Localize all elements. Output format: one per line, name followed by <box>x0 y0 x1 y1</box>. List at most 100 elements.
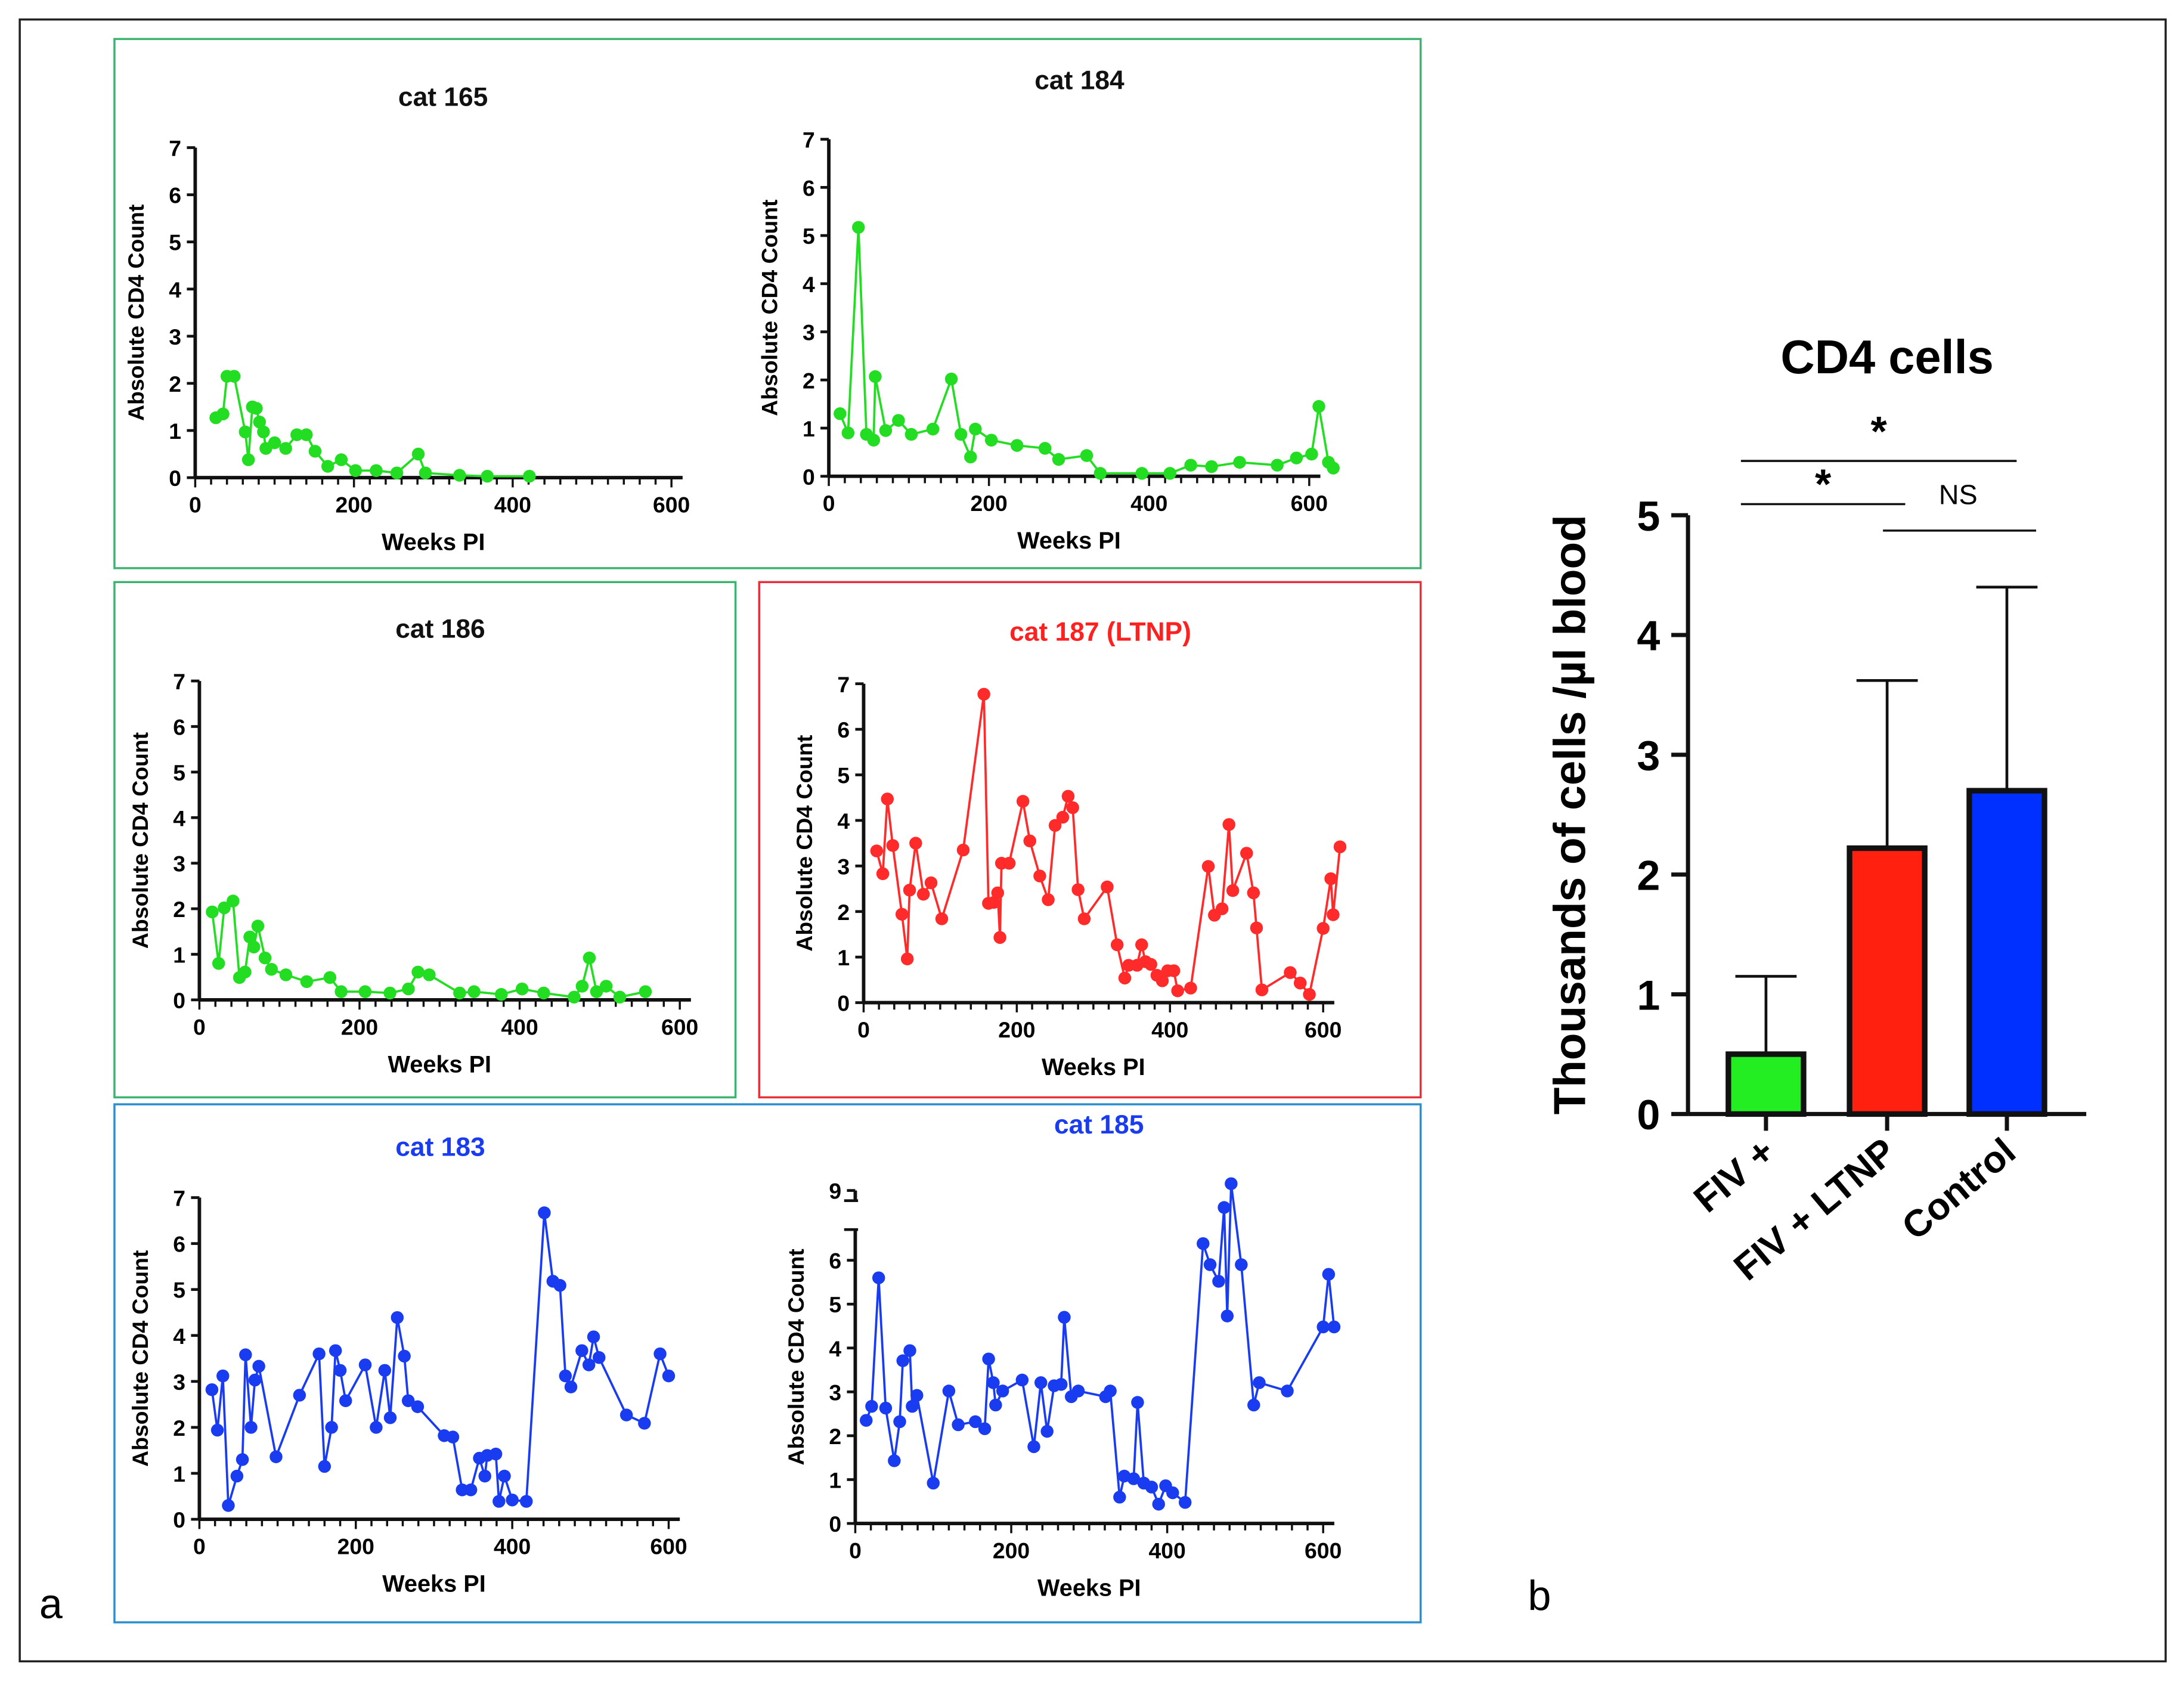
x-tick-label: 400 <box>1130 491 1167 516</box>
data-point <box>1144 958 1157 971</box>
y-axis-label: Absolute CD4 Count <box>128 1250 153 1467</box>
data-point <box>1034 1376 1048 1389</box>
x-tick-label: 0 <box>189 492 202 517</box>
data-point <box>265 962 278 976</box>
data-point <box>982 1352 995 1365</box>
data-point <box>613 990 627 1004</box>
data-point <box>1055 1378 1068 1391</box>
y-tick-label: 4 <box>173 1324 185 1349</box>
y-tick-label: 6 <box>173 1232 185 1257</box>
data-point <box>924 876 938 890</box>
data-point <box>593 1351 606 1364</box>
data-point <box>575 980 589 993</box>
data-point <box>1293 976 1307 990</box>
data-point <box>935 912 949 925</box>
data-point <box>244 1421 258 1434</box>
data-point <box>398 1349 411 1363</box>
data-point <box>489 1447 503 1461</box>
data-point <box>1284 966 1297 979</box>
data-point <box>239 1348 252 1361</box>
data-point <box>1247 886 1260 900</box>
data-point <box>1253 1376 1266 1389</box>
data-point <box>888 1454 901 1467</box>
data-point <box>1201 860 1215 873</box>
data-point <box>1197 1237 1210 1250</box>
data-point <box>423 968 436 981</box>
data-point <box>329 1344 342 1357</box>
y-tick-label: 3 <box>803 320 815 345</box>
chart-cat187: cat 187 (LTNP) 0 200 400 600 0 1 2 3 4 5 6 7 Weeks PI… <box>792 617 1347 1080</box>
x-tick-label: 400 <box>494 1534 531 1559</box>
data-point <box>1220 1309 1234 1322</box>
x-tick-label: 200 <box>335 492 372 517</box>
y-tick-label: 5 <box>173 1278 185 1303</box>
data-point <box>383 1411 397 1424</box>
series-line <box>865 1183 1336 1507</box>
data-point <box>879 424 893 437</box>
data-point <box>227 894 240 907</box>
data-point <box>1015 1373 1029 1387</box>
panel-label-b: b <box>1528 1572 1551 1619</box>
data-point <box>358 1358 372 1371</box>
data-point <box>1118 971 1132 985</box>
significance-label: * <box>1815 461 1832 507</box>
axis-break-mark <box>844 1199 859 1231</box>
data-point <box>251 919 265 933</box>
data-point <box>205 1383 219 1396</box>
y-tick-label: 0 <box>829 1511 841 1537</box>
data-point <box>1042 893 1055 906</box>
data-point <box>1027 1440 1040 1454</box>
data-point <box>1167 964 1181 977</box>
y-tick-label: 0 <box>169 466 181 491</box>
data-point <box>370 464 383 477</box>
y-tick-label: 0 <box>173 988 185 1013</box>
data-point <box>1305 447 1318 461</box>
data-point <box>411 1400 425 1413</box>
data-point <box>1056 810 1070 824</box>
data-point <box>841 426 855 439</box>
y-tick-label: 2 <box>1637 852 1660 899</box>
y-tick-label: 3 <box>173 1370 185 1395</box>
y-tick-label: 4 <box>829 1336 841 1361</box>
data-point <box>467 985 481 998</box>
data-point <box>333 1364 347 1377</box>
data-point <box>1071 883 1085 896</box>
x-tick-label: FIV + <box>1686 1130 1783 1221</box>
chart-cat183: cat 183 0 200 400 600 0 1 2 3 4 5 6 7 Weeks PI Absolut… <box>128 1132 687 1597</box>
data-point <box>523 469 536 483</box>
data-point <box>1225 1177 1238 1190</box>
data-point <box>952 1418 965 1432</box>
x-tick-label: 0 <box>857 1017 870 1042</box>
data-point <box>587 1330 600 1343</box>
data-point <box>390 466 404 479</box>
data-point <box>1316 922 1330 935</box>
y-tick-label: 6 <box>173 714 185 739</box>
data-point <box>318 1460 332 1473</box>
x-tick-label: 200 <box>341 1014 378 1039</box>
data-point <box>1104 1384 1117 1398</box>
x-tick-label: 0 <box>849 1538 862 1563</box>
data-point <box>464 1483 478 1497</box>
data-point <box>1048 819 1062 832</box>
data-point <box>478 1469 491 1483</box>
data-point <box>257 425 270 439</box>
y-tick-label: 0 <box>173 1507 185 1532</box>
data-point <box>253 416 266 429</box>
data-point <box>494 988 508 1001</box>
y-tick-label: 1 <box>173 943 185 968</box>
data-point <box>250 402 263 415</box>
x-tick-label: 0 <box>193 1534 206 1559</box>
data-point <box>334 453 348 466</box>
frame-green-top <box>113 38 1422 569</box>
data-point <box>481 469 494 483</box>
y-tick-label: 0 <box>1637 1092 1660 1138</box>
data-point <box>1233 456 1246 469</box>
y-tick-label: 6 <box>169 183 181 208</box>
y-tick-label: 2 <box>829 1424 841 1449</box>
data-point <box>900 952 914 965</box>
data-point <box>1016 795 1030 808</box>
data-point <box>1052 453 1065 466</box>
data-point <box>1324 872 1337 885</box>
y-tick-label: 6 <box>803 175 815 200</box>
data-point <box>590 985 603 998</box>
